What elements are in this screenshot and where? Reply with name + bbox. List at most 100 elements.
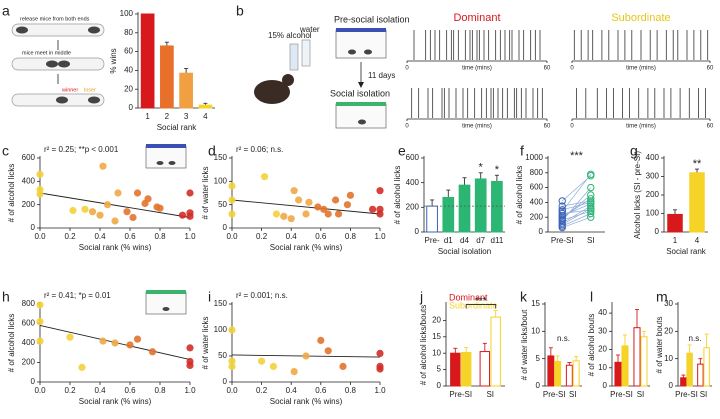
y-tick-label: 200 — [406, 202, 420, 211]
y-tick-label: 40 — [598, 308, 607, 317]
diagram-text: water — [299, 25, 320, 34]
y-tick-label: 0 — [539, 227, 544, 236]
annotation: *** — [475, 296, 487, 307]
point — [148, 348, 157, 356]
point — [587, 209, 595, 218]
x-tick-label: 1.0 — [374, 232, 386, 241]
x-tick-label: 0.6 — [124, 232, 136, 241]
mouse — [358, 119, 366, 125]
y-tick-label: 800 — [22, 299, 36, 308]
point — [376, 187, 384, 195]
x-tick-label: 0.6 — [315, 386, 327, 395]
point — [99, 337, 107, 345]
point — [558, 220, 566, 229]
point — [302, 352, 310, 360]
point — [129, 213, 137, 222]
panel-letter: f — [520, 143, 524, 159]
x-tick-label: 0.8 — [154, 232, 166, 241]
bar — [547, 355, 555, 387]
y-tick-label: 50 — [218, 351, 227, 360]
x-tick-label: 0.0 — [34, 386, 46, 395]
x-tick-label: 0.8 — [345, 386, 357, 395]
bar — [680, 377, 687, 387]
point — [114, 189, 122, 197]
bar — [689, 172, 705, 233]
pair-line — [562, 205, 591, 224]
y-tick-label: 400 — [22, 176, 36, 185]
y-tick-label: 0 — [437, 381, 442, 390]
pair-line — [562, 216, 591, 228]
x-tick-label: 1.0 — [184, 386, 196, 395]
point — [376, 205, 384, 213]
x-tick-label: 0.4 — [286, 386, 298, 395]
pair-line — [562, 203, 591, 217]
y-tick-label: 15 — [531, 299, 540, 308]
y-tick-label: 100 — [214, 325, 228, 334]
significance: * — [495, 164, 500, 176]
x-tick-label: Pre-SI — [610, 390, 633, 399]
x-tick-label: 60 — [707, 124, 714, 130]
x-tick-label: 0 — [570, 66, 574, 72]
point — [260, 173, 269, 181]
mouse — [16, 26, 28, 34]
x-axis-label: time (mins) — [626, 124, 656, 130]
point — [99, 162, 107, 170]
y-tick-label: 20 — [432, 316, 441, 325]
bar — [458, 184, 471, 233]
pair-line — [562, 209, 591, 214]
point — [317, 336, 325, 344]
point — [339, 362, 347, 370]
bar — [140, 13, 155, 109]
y-tick-label: 50 — [218, 200, 227, 209]
y-tick-label: 400 — [22, 338, 36, 347]
bar — [697, 363, 704, 387]
x-tick-label: 0 — [570, 124, 574, 130]
point — [558, 223, 566, 232]
x-tick-label: d4 — [460, 236, 469, 245]
x-axis-label: Social rank (% wins) — [270, 243, 343, 252]
pair-line — [562, 202, 591, 211]
cage-lid — [146, 290, 186, 294]
diagram-text: release mice from both ends — [20, 16, 90, 22]
annotation: r² = 0.41; *p = 0.01 — [44, 291, 111, 300]
y-tick-label: 30 — [664, 299, 673, 308]
point — [343, 201, 352, 209]
diagram-text: 15% alcohol — [268, 31, 312, 40]
point — [272, 210, 280, 218]
x-tick-label: 0.4 — [94, 386, 106, 395]
mouse — [88, 26, 100, 34]
diagram-text: 11 days — [368, 71, 395, 80]
point — [133, 189, 142, 197]
annotation: *** — [570, 150, 584, 162]
y-tick-label: 0 — [129, 103, 134, 112]
bottle — [301, 39, 311, 67]
point — [228, 210, 236, 218]
cage-lid — [336, 102, 386, 106]
x-tick-label: 1 — [145, 112, 150, 121]
pair-line — [562, 200, 591, 207]
point — [269, 362, 278, 370]
point — [280, 212, 288, 220]
pair-line — [561, 187, 592, 222]
bar — [474, 178, 487, 233]
y-tick-label: 400 — [406, 178, 420, 187]
y-tick-label: 150 — [214, 153, 228, 162]
x-tick-label: Pre-SI — [551, 236, 574, 245]
point — [558, 202, 566, 210]
y-tick-label: 0 — [31, 223, 36, 232]
trend-line — [231, 199, 381, 215]
diagram-text: Pre-social isolation — [334, 14, 410, 24]
legend-entry: Subordinate — [449, 300, 498, 310]
x-tick-label: 0.0 — [226, 386, 238, 395]
x-tick-label: d7 — [476, 236, 485, 245]
significance: ** — [693, 158, 702, 170]
point — [369, 205, 377, 213]
panel-letter: b — [236, 3, 244, 19]
point — [376, 365, 384, 373]
x-tick-label: 0.8 — [154, 386, 166, 395]
bar — [179, 72, 193, 109]
y-tick-label: 1000 — [525, 153, 543, 162]
point — [228, 182, 236, 190]
diagram-text: mice meet in middle — [22, 50, 71, 56]
y-tick-label: 200 — [22, 200, 36, 209]
